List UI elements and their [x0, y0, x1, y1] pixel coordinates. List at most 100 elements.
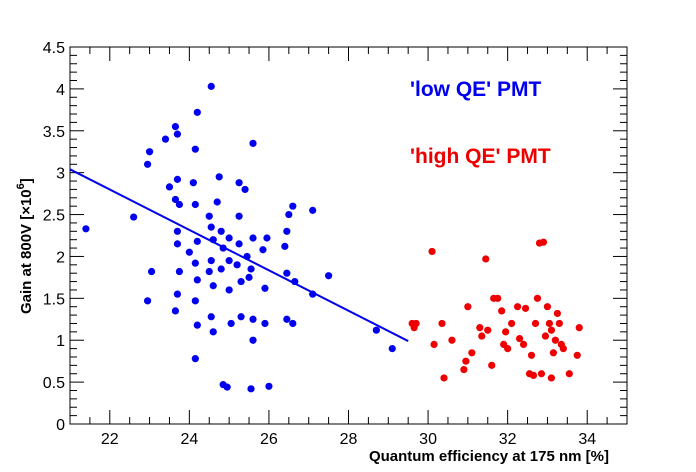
data-point-low-qe [247, 385, 255, 393]
data-point-low-qe [245, 273, 253, 281]
data-point-high-qe [547, 326, 556, 334]
data-point-low-qe [130, 213, 138, 221]
data-point-low-qe [171, 122, 180, 131]
data-point-low-qe [171, 195, 180, 204]
data-point-low-qe [247, 265, 255, 273]
y-axis-title-close: ] [18, 178, 35, 183]
data-points [82, 82, 583, 393]
data-point-low-qe [193, 321, 201, 329]
data-point-low-qe [235, 212, 243, 220]
data-point-low-qe [283, 269, 291, 277]
data-point-high-qe [464, 303, 472, 311]
data-point-low-qe [209, 236, 217, 244]
data-point-low-qe [259, 246, 267, 254]
data-point-high-qe [533, 294, 542, 302]
data-point-low-qe [235, 179, 243, 187]
y-axis-title: Gain at 800V [×106] [15, 178, 35, 314]
x-axis-title: Quantum efficiency at 175 nm [%] [369, 448, 609, 465]
data-point-low-qe [191, 145, 199, 153]
data-point-low-qe [225, 234, 233, 242]
plot-frame [69, 46, 628, 425]
data-point-low-qe [205, 212, 213, 220]
data-point-low-qe [285, 210, 293, 219]
data-point-high-qe [502, 328, 510, 336]
data-point-low-qe [388, 345, 396, 353]
data-point-high-qe [531, 319, 540, 328]
data-point-low-qe [145, 148, 154, 156]
data-point-high-qe [573, 351, 581, 359]
y-tick-label: 4 [56, 82, 65, 99]
data-point-low-qe [233, 261, 241, 269]
data-point-low-qe [261, 319, 269, 328]
data-point-low-qe [191, 355, 199, 363]
data-point-low-qe [289, 202, 297, 210]
data-point-high-qe [541, 332, 550, 340]
data-point-high-qe [519, 340, 528, 349]
x-tick-label: 28 [340, 431, 358, 448]
data-point-low-qe [175, 200, 184, 209]
data-point-low-qe [207, 82, 215, 90]
data-point-low-qe [207, 223, 215, 231]
y-tick-label: 2 [56, 249, 65, 266]
data-point-high-qe [498, 307, 506, 315]
y-tick-label: 3 [56, 166, 65, 183]
data-point-high-qe [430, 340, 438, 349]
data-point-low-qe [171, 307, 180, 315]
data-point-low-qe [249, 336, 257, 344]
data-point-high-qe [529, 371, 538, 380]
data-point-high-qe [460, 365, 468, 374]
data-point-low-qe [241, 185, 249, 194]
x-tick-label: 32 [499, 431, 517, 448]
data-point-low-qe [249, 139, 257, 147]
data-point-high-qe [527, 351, 536, 359]
data-point-high-qe [549, 349, 557, 357]
data-point-high-qe [504, 345, 512, 353]
fit-line [69, 168, 409, 342]
data-point-low-qe [173, 227, 182, 235]
data-point-high-qe [575, 324, 583, 332]
data-point-high-qe [482, 255, 490, 263]
data-point-low-qe [205, 267, 213, 276]
data-point-high-qe [412, 319, 420, 328]
data-point-high-qe [539, 238, 548, 246]
data-point-low-qe [283, 315, 291, 323]
y-tick-label: 0 [56, 417, 65, 434]
data-point-low-qe [173, 175, 182, 183]
y-tick-label: 1.5 [43, 291, 65, 308]
x-tick-label: 24 [180, 431, 198, 448]
data-point-high-qe [428, 247, 436, 256]
data-point-low-qe [225, 257, 233, 265]
data-point-low-qe [281, 242, 289, 250]
fit-lines [69, 168, 409, 342]
data-point-low-qe [191, 297, 199, 305]
data-point-high-qe [521, 304, 530, 312]
data-point-high-qe [438, 319, 446, 328]
x-tick-label: 30 [419, 431, 437, 448]
data-point-high-qe [555, 319, 563, 328]
legend-low-qe: 'low QE' PMT [410, 78, 541, 101]
data-point-high-qe [478, 332, 486, 340]
data-point-high-qe [537, 370, 546, 378]
y-tick-label: 1 [56, 333, 65, 350]
y-tick-label: 4.5 [43, 40, 65, 57]
x-tick-label: 22 [101, 431, 119, 448]
data-point-high-qe [547, 374, 556, 382]
data-point-low-qe [165, 183, 174, 191]
data-point-low-qe [219, 244, 227, 252]
x-tick-label: 34 [578, 431, 596, 448]
data-point-low-qe [175, 267, 184, 276]
data-point-low-qe [193, 108, 201, 116]
data-point-high-qe [448, 336, 456, 344]
data-point-low-qe [143, 297, 152, 305]
data-point-high-qe [494, 294, 502, 302]
data-point-low-qe [265, 382, 273, 390]
data-point-high-qe [440, 374, 448, 382]
data-point-low-qe [191, 259, 199, 267]
data-point-low-qe [243, 252, 251, 261]
data-point-low-qe [193, 276, 201, 284]
data-point-low-qe [263, 234, 271, 242]
data-point-low-qe [325, 272, 333, 280]
data-point-low-qe [223, 383, 231, 391]
data-point-low-qe [249, 234, 257, 242]
